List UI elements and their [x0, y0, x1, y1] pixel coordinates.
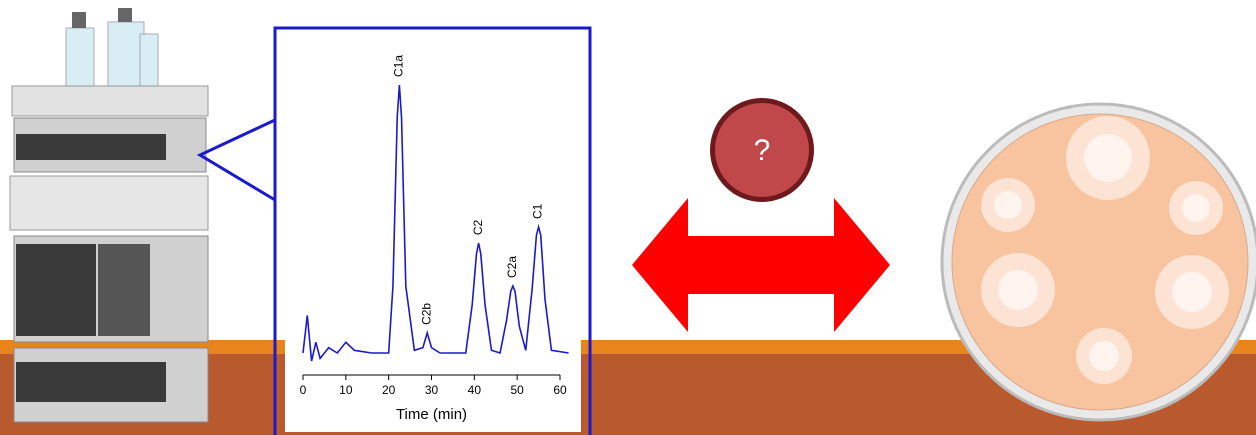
- x-tick-label: 30: [425, 383, 439, 397]
- badge: [715, 103, 809, 197]
- peak-label: C1: [531, 203, 545, 219]
- colony: [1172, 272, 1212, 312]
- module: [9, 175, 209, 231]
- peak-label: C2a: [505, 256, 519, 278]
- trace: [302, 84, 569, 362]
- panel: [16, 134, 166, 160]
- x-tick-label: 20: [382, 383, 396, 397]
- chromatogram: 0 10 20 30 40 50 60 Time (min) C1a C2b C2 C2a C1: [300, 55, 569, 423]
- colony: [994, 191, 1022, 219]
- petri-dish: [940, 102, 1256, 422]
- colony: [1084, 134, 1132, 182]
- peak-label: C1a: [392, 55, 406, 77]
- x-tick-label: 60: [553, 383, 567, 397]
- bottle: [65, 27, 95, 87]
- cap: [118, 8, 132, 22]
- cap: [72, 12, 86, 28]
- peak-label: C2b: [419, 303, 433, 325]
- colony: [1182, 194, 1210, 222]
- x-tick-label: 10: [339, 383, 353, 397]
- x-tick-label: 50: [510, 383, 524, 397]
- x-tick-label: 0: [300, 383, 307, 397]
- tray: [11, 85, 209, 117]
- bottle: [107, 21, 145, 87]
- panel: [16, 244, 96, 336]
- x-axis-label: Time (min): [396, 406, 467, 423]
- chart-panel: [285, 32, 581, 432]
- colony: [998, 270, 1038, 310]
- callout-frame: [196, 26, 592, 435]
- x-tick-label: 40: [468, 383, 482, 397]
- panel: [16, 362, 166, 402]
- hplc-instrument: [9, 8, 209, 423]
- badge-text: ?: [754, 134, 771, 167]
- peak-label: C2: [471, 219, 485, 235]
- bottle: [139, 33, 159, 87]
- colony: [1089, 341, 1119, 371]
- double-arrow: [632, 198, 890, 332]
- panel: [98, 244, 150, 336]
